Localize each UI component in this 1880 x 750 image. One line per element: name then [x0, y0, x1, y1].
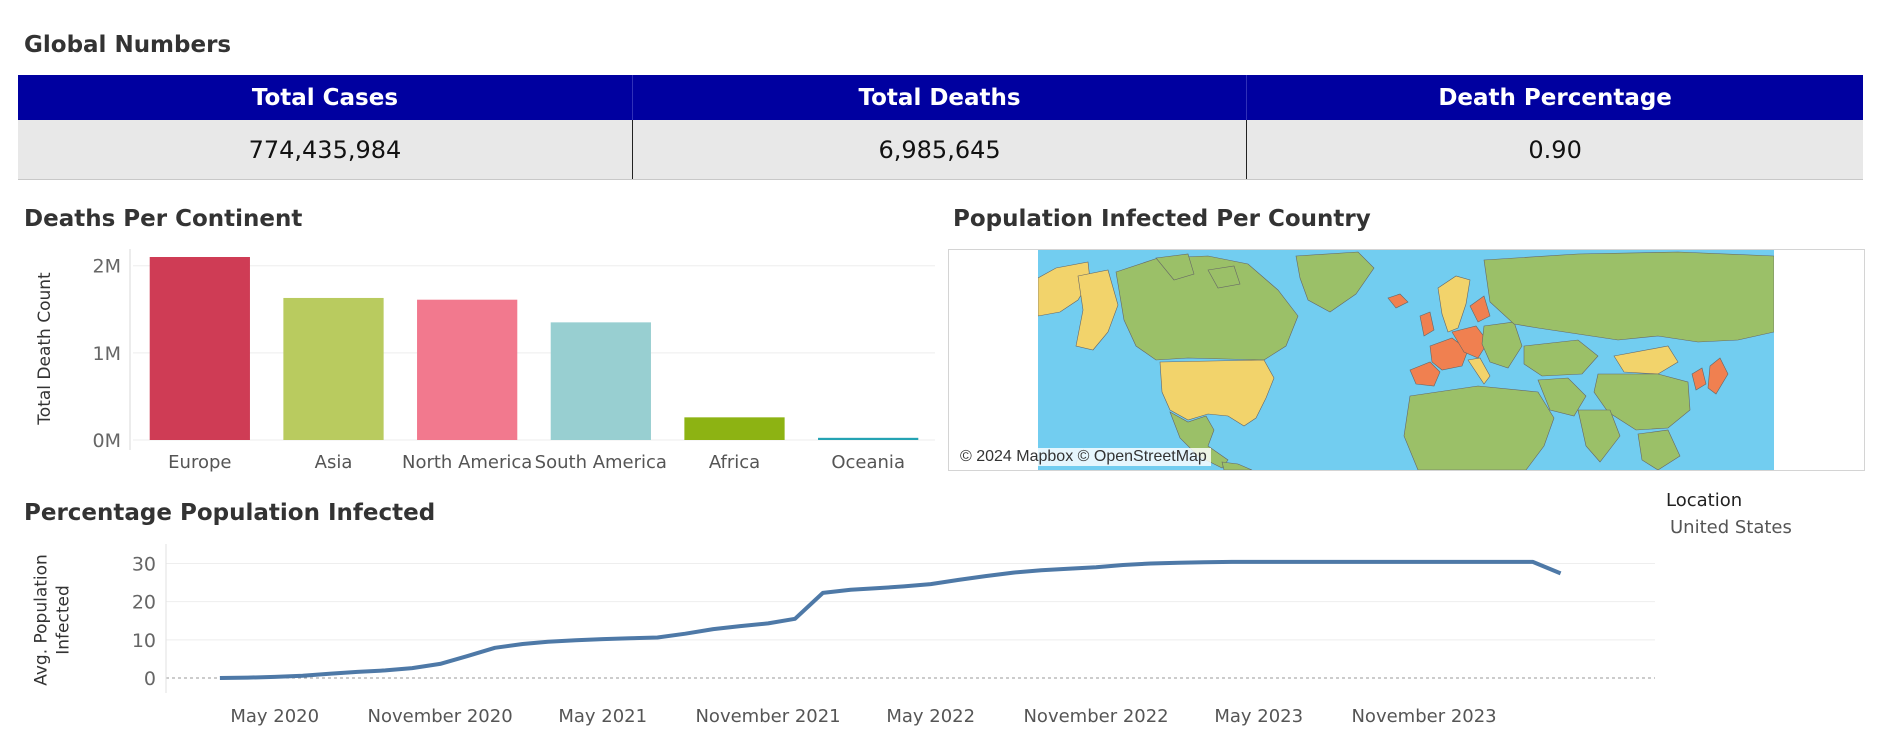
bar-category-label: Oceania	[831, 452, 905, 473]
line-y-tick-label: 20	[132, 592, 156, 614]
bar-y-tick-label: 0M	[93, 430, 121, 452]
bar-asia[interactable]	[283, 297, 384, 440]
global-numbers-title: Global Numbers	[24, 32, 232, 58]
line-y-axis-label: Avg. Population Infected	[32, 554, 74, 686]
death-percentage-value: 0.90	[1246, 120, 1863, 180]
line-y-tick-label: 10	[132, 630, 156, 652]
percentage-infected-chart: 0 10 20 30 Avg. Population Infected May 2020 No…	[32, 544, 1655, 727]
map-region-canada-islands[interactable]	[1155, 253, 1241, 289]
total-cases-header: Total Cases	[18, 75, 633, 120]
bar-y-axis-label: Total Death Count	[35, 272, 55, 426]
line-x-tick-label: November 2020	[367, 706, 512, 727]
bar-category-label: Africa	[709, 452, 760, 473]
location-legend-title: Location	[1666, 490, 1743, 511]
map-region-russia[interactable]	[1483, 251, 1774, 343]
map-region-alaska[interactable]	[1075, 269, 1119, 351]
line-x-tick-label: November 2021	[695, 706, 840, 727]
map-region-baltics[interactable]	[1469, 295, 1491, 323]
map-title: Population Infected Per Country	[953, 206, 1371, 232]
line-x-tick-label: November 2023	[1351, 706, 1496, 727]
line-x-tick-label: May 2023	[1214, 706, 1303, 727]
map-region-scandinavia[interactable]	[1437, 275, 1471, 333]
bar-category-label: South America	[535, 452, 667, 473]
line-series-united-states[interactable]	[219, 559, 1562, 680]
death-percentage-header: Death Percentage	[1246, 75, 1863, 120]
bar-africa[interactable]	[684, 417, 785, 440]
bar-category-label: Europe	[168, 452, 231, 473]
map-region-central-america[interactable]	[1221, 461, 1253, 470]
map-region-southeast-asia[interactable]	[1637, 429, 1681, 470]
total-cases-value: 774,435,984	[18, 120, 633, 180]
map-region-india[interactable]	[1577, 409, 1621, 463]
map-region-africa[interactable]	[1403, 385, 1555, 470]
total-deaths-value: 6,985,645	[631, 120, 1247, 180]
line-x-tick-label: May 2022	[886, 706, 975, 727]
map-region-iceland[interactable]	[1387, 293, 1409, 309]
map-region-china[interactable]	[1593, 373, 1691, 431]
population-infected-map[interactable]: © 2024 Mapbox © OpenStreetMap	[948, 249, 1865, 471]
bar-south-america[interactable]	[550, 322, 651, 440]
bar-category-label: Asia	[315, 452, 353, 473]
total-deaths-header: Total Deaths	[631, 75, 1247, 120]
line-y-tick-label: 30	[132, 553, 156, 575]
map-attribution: © 2024 Mapbox © OpenStreetMap	[956, 448, 1211, 466]
line-x-tick-label: May 2021	[558, 706, 647, 727]
percentage-infected-title: Percentage Population Infected	[24, 500, 436, 526]
map-region-japan[interactable]	[1707, 357, 1729, 395]
map-region-united-kingdom[interactable]	[1419, 311, 1435, 337]
location-legend-value[interactable]: United States	[1670, 517, 1792, 538]
bar-y-tick-label: 1M	[93, 343, 121, 365]
bar-oceania[interactable]	[818, 437, 919, 440]
map-region-italy[interactable]	[1467, 357, 1491, 385]
map-region-central-asia[interactable]	[1523, 339, 1599, 377]
map-region-canada[interactable]	[1115, 255, 1299, 361]
map-region-mongolia[interactable]	[1613, 345, 1679, 375]
map-region-korea[interactable]	[1691, 367, 1707, 391]
bar-category-label: North America	[402, 452, 532, 473]
line-x-tick-label: May 2020	[230, 706, 319, 727]
line-y-tick-label: 0	[144, 668, 156, 690]
bar-europe[interactable]	[149, 257, 250, 440]
deaths-per-continent-chart: 0M 1M 2M Total Death Count Europe Asia North A…	[35, 249, 935, 473]
map-region-mexico[interactable]	[1169, 411, 1229, 469]
map-region-germany[interactable]	[1451, 325, 1489, 359]
world-map[interactable]	[1038, 250, 1774, 470]
global-numbers-table: Total Cases Total Deaths Death Percentag…	[18, 75, 1863, 180]
map-region-united-states[interactable]	[1159, 359, 1275, 427]
map-region-france[interactable]	[1429, 337, 1469, 371]
bar-north-america[interactable]	[417, 299, 518, 440]
deaths-per-continent-title: Deaths Per Continent	[24, 206, 303, 232]
line-x-tick-label: November 2022	[1023, 706, 1168, 727]
bar-y-tick-label: 2M	[93, 256, 121, 278]
map-region-greenland[interactable]	[1295, 251, 1375, 313]
map-region-middle-east[interactable]	[1537, 377, 1587, 417]
map-region-iberia[interactable]	[1409, 361, 1441, 387]
